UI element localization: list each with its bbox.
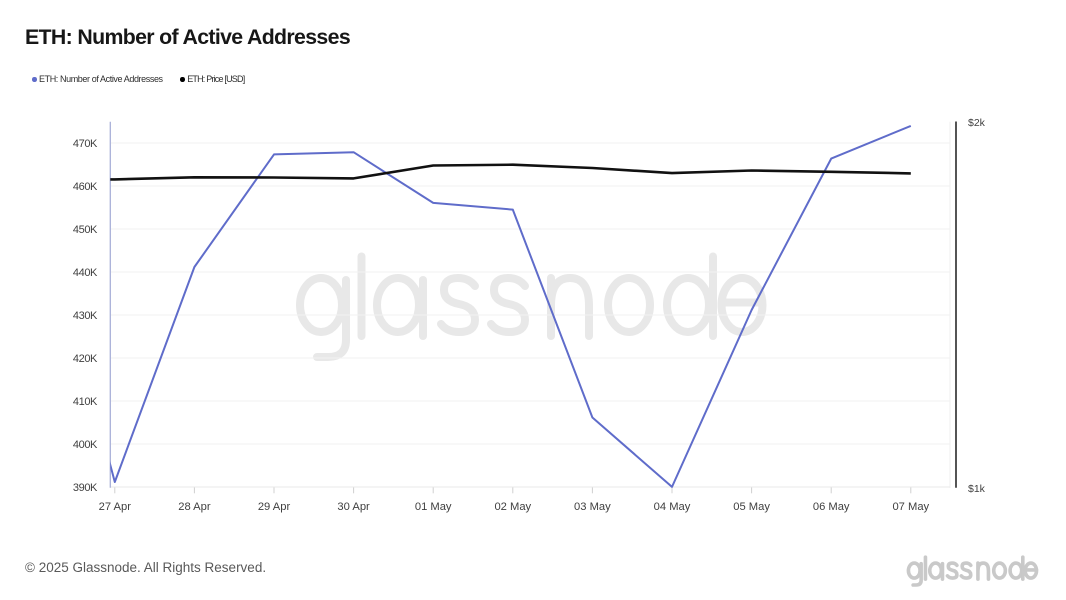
- svg-text:410K: 410K: [73, 396, 98, 408]
- svg-text:29 Apr: 29 Apr: [258, 501, 291, 513]
- svg-text:$2k: $2k: [968, 117, 986, 129]
- svg-text:400K: 400K: [73, 439, 98, 451]
- svg-text:$1k: $1k: [968, 483, 986, 495]
- svg-text:390K: 390K: [73, 482, 98, 494]
- svg-text:06 May: 06 May: [813, 501, 850, 513]
- svg-text:04 May: 04 May: [654, 501, 691, 513]
- svg-text:02 May: 02 May: [494, 501, 531, 513]
- svg-text:07 May: 07 May: [892, 501, 929, 513]
- svg-text:28 Apr: 28 Apr: [178, 501, 211, 513]
- svg-text:440K: 440K: [73, 267, 98, 279]
- svg-text:460K: 460K: [73, 181, 98, 193]
- svg-text:420K: 420K: [73, 353, 98, 365]
- svg-text:01 May: 01 May: [415, 501, 452, 513]
- svg-text:470K: 470K: [73, 138, 98, 150]
- svg-text:27 Apr: 27 Apr: [99, 501, 132, 513]
- svg-text:05 May: 05 May: [733, 501, 770, 513]
- svg-text:03 May: 03 May: [574, 501, 611, 513]
- svg-text:450K: 450K: [73, 224, 98, 236]
- svg-text:430K: 430K: [73, 310, 98, 322]
- svg-text:30 Apr: 30 Apr: [337, 501, 370, 513]
